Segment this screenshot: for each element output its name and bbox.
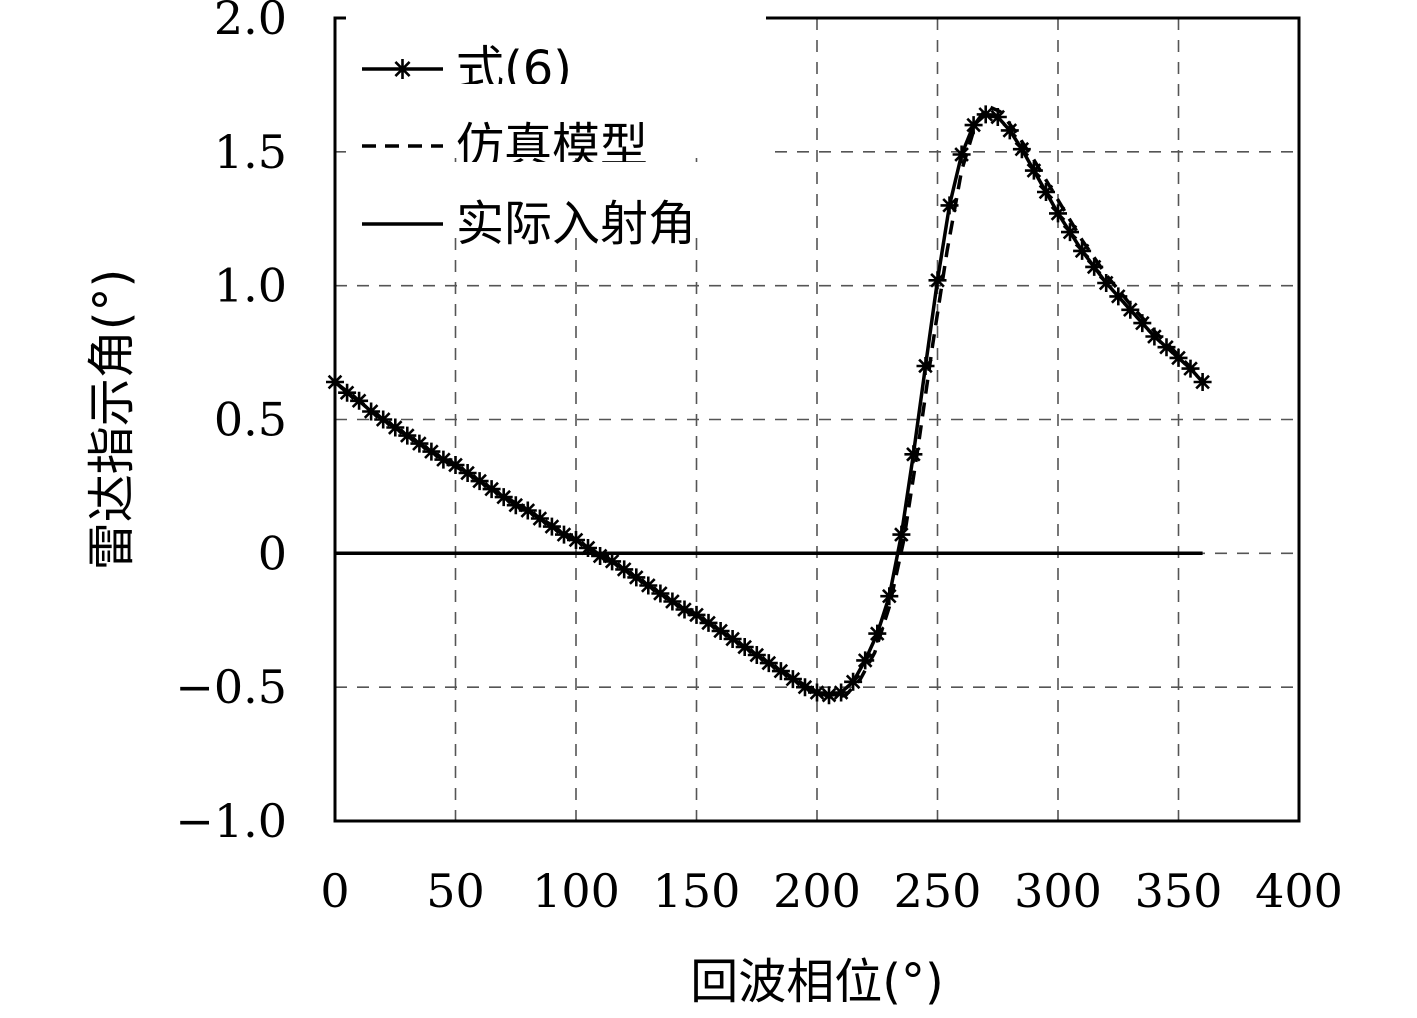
data-point-marker [410,434,429,453]
data-point-marker [1085,257,1104,276]
data-point-marker [868,624,887,643]
data-point-marker [615,560,634,579]
legend-marker [392,59,413,79]
data-point-marker [567,531,585,549]
data-point-marker [880,587,899,606]
data-point-marker [542,517,561,536]
y-tick-label: 1.5 [214,125,287,179]
data-point-marker [1061,223,1079,242]
y-tick-label: 0 [258,526,287,580]
x-tick-label: 350 [1135,864,1223,918]
data-point-marker [940,196,959,215]
data-point-marker [808,683,826,702]
data-point-marker [1024,161,1043,180]
data-point-marker [338,383,357,402]
data-point-marker [1037,183,1055,201]
data-point-marker [1000,121,1019,140]
data-point-marker [1133,314,1152,333]
data-point-marker [988,108,1007,126]
data-point-marker [735,638,754,656]
data-point-marker [771,662,790,681]
data-point-marker [555,525,573,544]
data-point-marker [1012,140,1031,159]
x-tick-label: 200 [773,864,861,918]
data-point-marker [518,501,537,520]
data-point-marker [530,509,549,528]
data-point-marker [1097,274,1116,292]
data-point-marker [374,410,393,429]
data-point-marker [856,651,875,670]
data-point-marker [844,672,863,691]
tick-labels: 0 50 100 150 200 250 300 350 400 −1.0 −0.5 0 0.5 1.0 1… [175,0,1343,918]
x-tick-label: 50 [426,864,485,918]
data-point-marker [422,442,441,461]
data-point-marker [1193,373,1212,391]
x-tick-label: 250 [894,864,982,918]
y-tick-label: 1.0 [214,259,287,313]
data-point-marker [711,622,730,640]
data-point-marker [892,525,911,544]
x-axis-title: 回波相位(°) [690,954,943,1010]
legend-label-2: 实际入射角 [456,196,696,252]
series-layer [326,104,1212,705]
data-point-marker [494,488,513,507]
data-point-marker [952,145,971,164]
data-point-marker [446,456,465,474]
data-point-marker [350,391,369,410]
x-tick-label: 100 [532,864,620,918]
data-point-marker [1157,338,1176,357]
y-tick-label: 2.0 [214,0,287,45]
data-point-marker [832,683,851,702]
data-point-marker [964,116,983,135]
y-tick-label: −1.0 [175,794,287,848]
data-point-marker [434,450,453,469]
data-point-marker [362,402,381,421]
data-point-marker [603,552,622,571]
data-point-marker [627,568,646,587]
data-point-marker [651,584,670,603]
x-tick-label: 0 [320,864,349,918]
data-point-marker [928,271,947,290]
x-tick-label: 300 [1014,864,1102,918]
data-point-marker [699,613,718,632]
data-point-marker [687,605,706,624]
data-point-marker [458,464,477,482]
data-point-marker [1145,327,1164,346]
data-point-marker [759,654,778,673]
data-point-marker [904,445,923,464]
y-tick-label: 0.5 [214,393,287,447]
data-point-marker [820,686,838,705]
data-point-marker [579,539,597,557]
data-point-marker [916,357,935,375]
data-point-marker [747,646,766,664]
data-point-marker [386,418,405,437]
y-tick-label: −0.5 [175,660,287,714]
data-point-marker [1121,300,1140,319]
data-point-marker [639,576,658,595]
x-tick-label: 150 [653,864,741,918]
data-point-marker [1169,348,1188,367]
data-point-marker [663,592,682,611]
data-point-marker [1049,204,1067,223]
plot-frame [333,16,1301,823]
data-point-marker [723,630,742,648]
data-point-marker [783,670,802,689]
data-point-marker [1109,287,1128,306]
x-tick-label: 400 [1255,864,1343,918]
data-point-marker [482,480,501,499]
data-point-marker [506,496,525,515]
data-point-marker [470,472,489,491]
data-point-marker [398,426,417,445]
y-axis-title: 雷达指示角(°) [84,269,140,570]
data-point-marker [1181,359,1200,378]
data-point-marker [1073,241,1092,260]
data-point-marker [796,678,814,697]
data-point-marker [675,600,694,619]
data-point-marker [976,105,995,124]
data-point-marker [591,547,610,565]
